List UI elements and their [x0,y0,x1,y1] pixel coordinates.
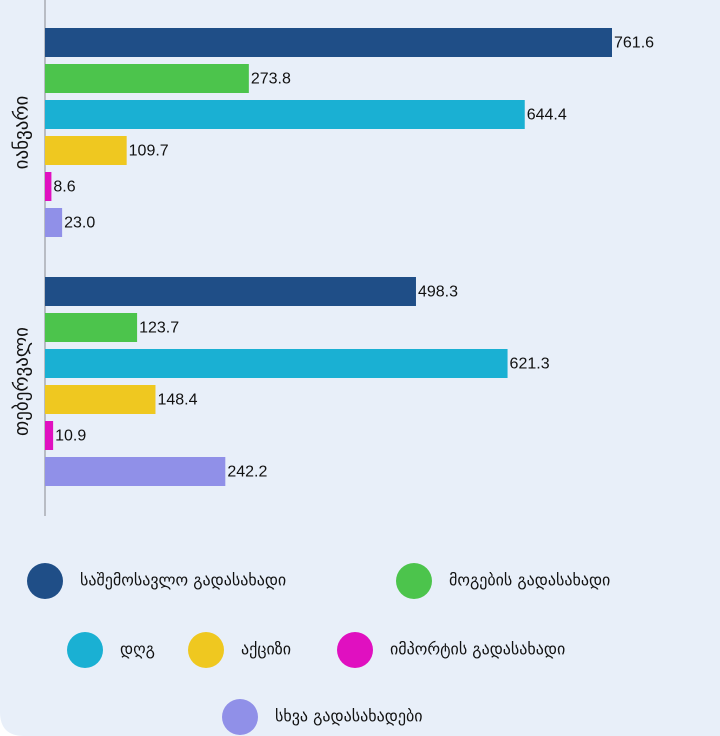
bar [45,208,63,237]
legend-label: საშემოსავლო გადასახადი [80,571,286,590]
legend-label: სხვა გადასახადები [275,707,423,726]
value-label: 498.3 [418,284,458,301]
bar [45,421,54,450]
bar [45,64,249,93]
bar [45,313,138,342]
bar [45,349,508,378]
legend-label: დღგ [120,640,155,659]
value-label: 273.8 [251,71,291,88]
value-label: 621.3 [510,356,550,373]
bar [45,136,127,165]
legend-swatch [188,632,224,668]
legend-label: მოგების გადასახადი [449,571,610,590]
bar [45,28,612,57]
legend-label: იმპორტის გადასახადი [390,640,565,659]
bar [45,172,52,201]
legend-swatch [222,699,258,735]
legend-swatch [337,632,373,668]
bar [45,457,226,486]
category-label: თებერვალი [11,327,33,436]
bar [45,277,416,306]
value-label: 123.7 [139,320,179,337]
legend-swatch [67,632,103,668]
value-label: 644.4 [527,107,567,124]
legend-label: აქციზი [241,640,291,659]
category-label: იანვარი [11,96,33,170]
bar [45,100,525,129]
bar [45,385,156,414]
value-label: 109.7 [129,143,169,160]
value-label: 761.6 [614,35,654,52]
legend-swatch [27,563,63,599]
value-label: 23.0 [64,215,95,232]
legend-swatch [396,563,432,599]
value-label: 8.6 [53,179,75,196]
value-label: 148.4 [157,392,197,409]
value-label: 242.2 [227,464,267,481]
value-label: 10.9 [55,428,86,445]
